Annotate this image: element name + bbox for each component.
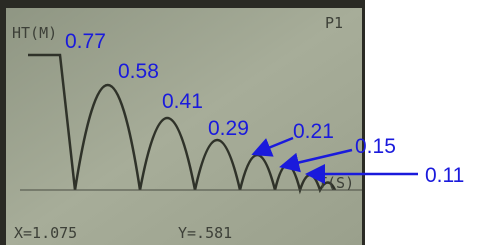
peak-label: 0.41 [162, 90, 203, 113]
plot-label: P1 [325, 14, 343, 32]
peak-label: 0.58 [118, 60, 159, 83]
peak-label: 0.77 [65, 30, 106, 53]
peak-label: 0.21 [293, 120, 334, 143]
cursor-x: X=1.075 [14, 224, 77, 242]
y-axis-label: HT(M) [12, 24, 57, 42]
peak-label: 0.15 [355, 135, 396, 158]
cursor-y: Y=.581 [178, 224, 232, 242]
screenshot: HT(M) P1 T(S) X=1.075 Y=.581 0.77 0.58 0… [0, 0, 477, 245]
x-axis-label: T(S) [318, 174, 354, 192]
peak-label: 0.29 [208, 117, 249, 140]
peak-label: 0.11 [425, 164, 464, 187]
